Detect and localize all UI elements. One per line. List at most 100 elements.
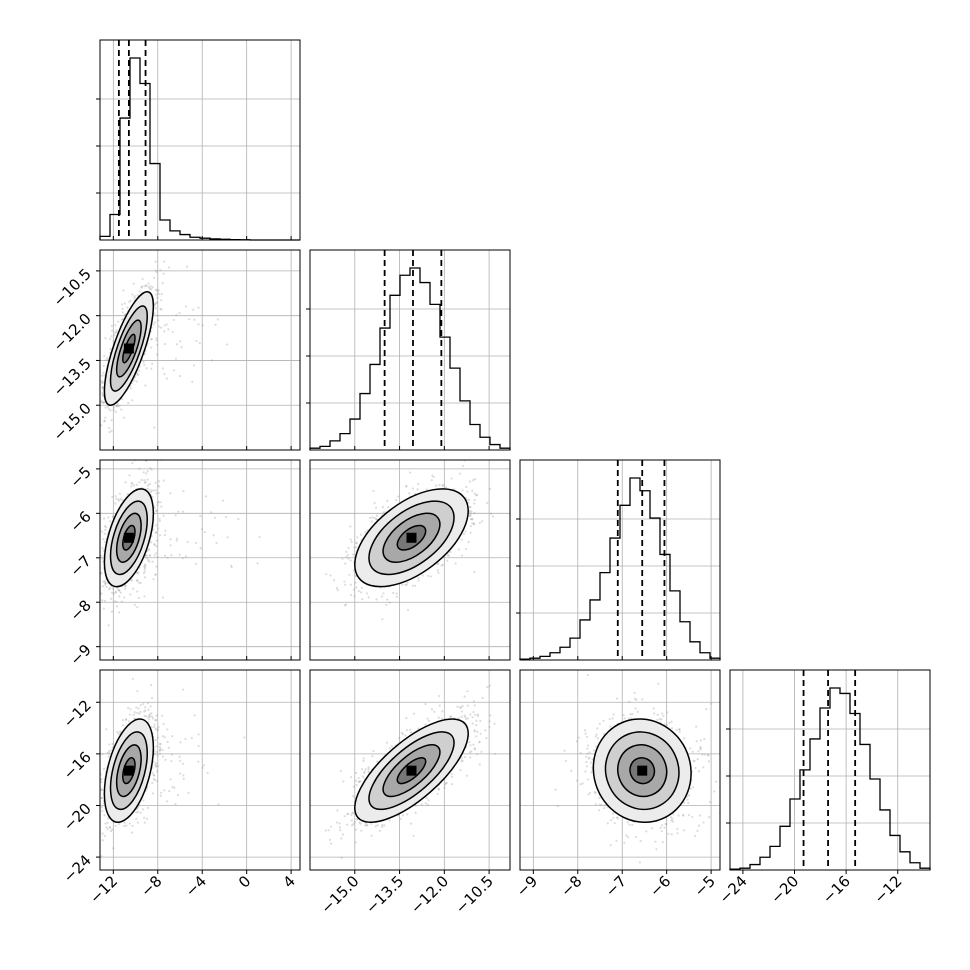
sample-point — [156, 527, 160, 530]
sample-point — [374, 506, 378, 509]
sample-point — [450, 451, 452, 453]
sample-point — [123, 824, 126, 828]
sample-point — [129, 708, 132, 711]
sample-point — [108, 588, 111, 591]
sample-point — [214, 323, 217, 326]
sample-point — [354, 581, 357, 584]
sample-point — [441, 563, 444, 567]
sample-point — [469, 524, 472, 528]
sample-point — [101, 386, 104, 389]
sample-point — [349, 538, 352, 541]
sample-point — [102, 607, 105, 610]
sample-point — [490, 512, 493, 515]
sample-point — [111, 828, 114, 831]
sample-point — [116, 402, 119, 405]
sample-point — [179, 741, 182, 744]
panel-frame — [309, 249, 511, 451]
sample-point — [486, 501, 489, 504]
sample-point — [201, 528, 204, 531]
sample-point — [344, 562, 347, 565]
sample-point — [129, 386, 132, 390]
sample-point — [163, 372, 166, 376]
sample-point — [105, 359, 108, 362]
sample-point — [405, 485, 408, 488]
sample-point — [161, 596, 164, 599]
sample-point — [143, 576, 147, 579]
sample-point — [158, 519, 161, 523]
sample-point — [160, 505, 163, 508]
sample-point — [154, 531, 157, 534]
sample-point — [104, 583, 107, 586]
sample-point — [178, 755, 181, 758]
sample-point — [122, 596, 126, 599]
sample-point — [165, 323, 168, 326]
sample-point — [468, 480, 471, 483]
sample-point — [123, 587, 127, 590]
sample-point — [210, 359, 214, 362]
sample-point — [349, 593, 353, 597]
scatter-panel-3-1 — [99, 459, 301, 661]
sample-point — [149, 554, 152, 557]
sample-point — [470, 510, 473, 513]
sample-point — [152, 528, 155, 531]
sample-point — [100, 592, 103, 595]
sample-point — [136, 571, 139, 574]
sample-point — [172, 318, 175, 322]
sample-point — [97, 407, 99, 409]
sample-point — [184, 555, 187, 558]
scatter-panel-3-2 — [309, 451, 511, 661]
sample-point — [149, 490, 153, 494]
sample-point — [150, 489, 153, 492]
sample-point — [102, 537, 105, 541]
sample-point — [100, 399, 103, 402]
sample-point — [129, 593, 132, 596]
sample-point — [166, 556, 169, 559]
sample-point — [471, 522, 474, 525]
sample-point — [156, 780, 159, 783]
sample-point — [114, 324, 117, 327]
sample-point — [153, 542, 156, 546]
sample-point — [370, 520, 373, 523]
sample-point — [153, 276, 156, 279]
sample-point — [182, 490, 185, 493]
sample-point — [175, 314, 178, 317]
sample-point — [345, 550, 348, 553]
sample-point — [155, 270, 158, 274]
sample-point — [155, 353, 159, 356]
sample-point — [143, 710, 146, 713]
sample-point — [133, 711, 136, 714]
sample-point — [405, 583, 408, 587]
sample-point — [117, 320, 120, 323]
sample-point — [133, 603, 136, 606]
sample-point — [159, 269, 162, 272]
sample-point — [136, 821, 140, 824]
sample-point — [144, 481, 147, 484]
sample-point — [111, 746, 114, 749]
sample-point — [102, 580, 105, 583]
sample-point — [117, 499, 120, 502]
sample-point — [478, 521, 481, 525]
sample-point — [156, 504, 159, 507]
sample-point — [126, 306, 129, 309]
sample-point — [104, 582, 107, 585]
sample-point — [154, 573, 158, 576]
sample-point — [353, 546, 356, 549]
sample-point — [198, 342, 201, 345]
sample-point — [193, 318, 196, 321]
sample-point — [162, 272, 165, 275]
sample-point — [171, 330, 174, 334]
sample-point — [154, 552, 158, 555]
sample-point — [347, 557, 350, 560]
sample-point — [150, 346, 153, 349]
sample-point — [385, 603, 388, 607]
sample-point — [152, 323, 155, 326]
sample-point — [155, 770, 159, 773]
sample-point — [471, 518, 474, 521]
sample-point — [440, 564, 443, 567]
sample-point — [127, 720, 131, 723]
sample-point — [173, 786, 176, 789]
sample-point — [131, 461, 134, 465]
sample-point — [467, 541, 470, 544]
sample-point — [353, 574, 357, 578]
sample-point — [118, 492, 121, 495]
